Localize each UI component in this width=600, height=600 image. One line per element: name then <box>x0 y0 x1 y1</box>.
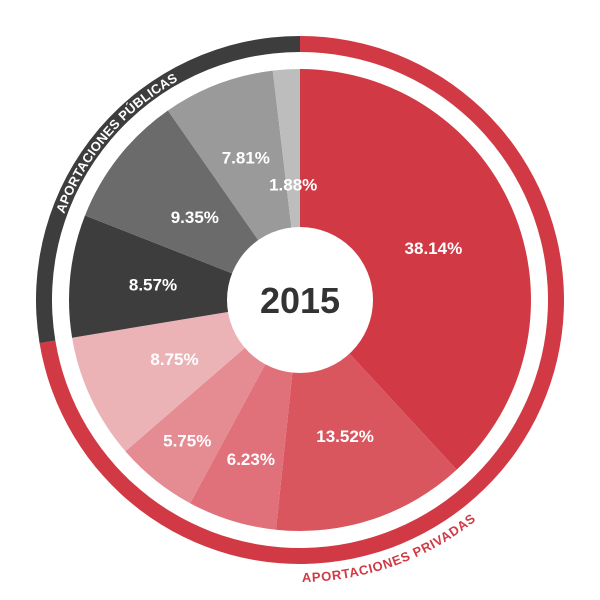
center-hole <box>227 227 373 373</box>
slice-value-label: 6.23% <box>227 450 275 469</box>
slice-labels: 38.14% 13.52% 6.23% 5.75% 8.75% 8.57% 9.35% 7.8… <box>129 149 462 469</box>
slice-value-label: 1.88% <box>269 176 317 195</box>
slice-value-label: 8.57% <box>129 275 177 294</box>
pie-slice <box>300 69 532 470</box>
center-year-label: 2015 <box>260 280 340 321</box>
slice-value-label: 9.35% <box>171 208 219 227</box>
slice-value-label: 5.75% <box>163 432 211 451</box>
slice-value-label: 8.75% <box>150 350 198 369</box>
slice-value-label: 38.14% <box>405 239 463 258</box>
slice-value-label: 13.52% <box>316 427 374 446</box>
slice-value-label: 7.81% <box>222 149 270 168</box>
